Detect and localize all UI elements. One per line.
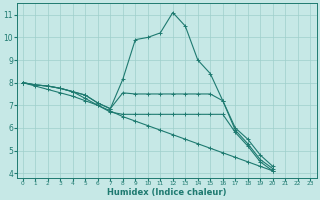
X-axis label: Humidex (Indice chaleur): Humidex (Indice chaleur) bbox=[107, 188, 226, 197]
